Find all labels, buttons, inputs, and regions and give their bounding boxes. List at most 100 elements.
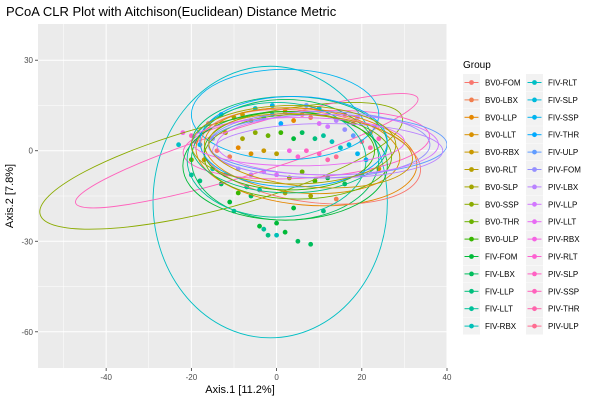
y-tick-label: 0	[29, 147, 34, 156]
data-point	[252, 130, 258, 136]
data-point	[291, 205, 297, 211]
legend-item-label: BV0-RLT	[485, 166, 517, 175]
legend-item-label: FIV-RBX	[485, 322, 517, 331]
legend-key-point	[469, 219, 474, 225]
legend-item-label: BV0-ULP	[485, 235, 518, 244]
legend-key-point	[532, 132, 537, 138]
legend-key-point	[532, 167, 537, 172]
legend-item-label: PIV-RBX	[548, 235, 580, 244]
x-axis-ticks: -40 -20 0 20 40	[100, 368, 452, 382]
confidence-ellipse	[75, 93, 419, 209]
data-point	[333, 154, 339, 160]
x-tick-label: -40	[100, 373, 112, 382]
legend-key-point	[469, 254, 474, 259]
legend-key-point	[469, 114, 474, 120]
legend-key-point	[469, 132, 474, 138]
data-point	[176, 142, 181, 148]
data-point	[274, 151, 279, 157]
y-tick-label: -30	[21, 237, 33, 246]
confidence-ellipse	[190, 105, 397, 185]
data-point	[278, 130, 284, 136]
legend-key-point	[469, 236, 474, 242]
x-tick-label: 0	[274, 373, 279, 382]
confidence-ellipse	[208, 113, 414, 189]
data-point	[291, 136, 297, 142]
data-point	[367, 145, 373, 151]
legend-key-point	[532, 80, 537, 85]
data-point	[261, 148, 267, 154]
legend-item-label: FIV-SSP	[548, 113, 579, 122]
data-point	[269, 103, 275, 108]
legend-item-label: BV0-LLT	[485, 131, 516, 140]
data-point	[299, 169, 305, 175]
data-point	[278, 121, 284, 126]
confidence-ellipse	[152, 65, 388, 339]
data-point	[295, 154, 301, 160]
y-tick-label: 30	[24, 56, 33, 65]
data-point	[235, 190, 241, 196]
y-axis-title: Axis.2 [7.8%]	[4, 164, 16, 228]
legend-key-point	[532, 306, 537, 312]
data-point	[376, 136, 382, 142]
legend-key-point	[469, 323, 474, 329]
legend-key-point	[532, 323, 537, 329]
confidence-ellipse	[203, 111, 376, 191]
legend-item-label: BV0-RBX	[485, 148, 520, 157]
chart-title: PCoA CLR Plot with Aitchison(Euclidean) …	[6, 4, 337, 19]
legend-key-point	[532, 271, 537, 277]
legend-key-point	[469, 149, 474, 155]
legend-item-label: FIV-FOM	[485, 253, 518, 262]
legend-item-label: FIV-LLP	[485, 287, 514, 296]
legend-key-point	[469, 271, 474, 277]
data-point	[265, 133, 271, 139]
legend-item-label: FIV-SLP	[548, 96, 578, 105]
data-point	[299, 130, 305, 136]
legend-item-label: BV0-FOM	[485, 79, 521, 88]
confidence-ellipse	[212, 123, 444, 179]
y-axis-ticks: -60 -30 0 30	[21, 56, 38, 337]
legend-key-point	[532, 149, 537, 155]
y-tick-label: -60	[21, 328, 33, 337]
data-point	[325, 157, 331, 163]
legend-item-label: PIV-LLP	[548, 200, 577, 209]
legend-item-label: PIV-RLT	[548, 253, 578, 262]
data-point	[235, 145, 241, 151]
legend-item-label: BV0-SLP	[485, 183, 518, 192]
legend-item-label: PIV-FOM	[548, 166, 581, 175]
data-point	[338, 145, 343, 151]
data-point	[346, 142, 352, 148]
legend-key-point	[532, 254, 537, 259]
confidence-ellipse	[216, 114, 439, 176]
confidence-ellipse	[186, 102, 367, 218]
legend-item-label: PIV-THR	[548, 305, 580, 314]
ellipses-layer	[39, 65, 447, 339]
data-point	[350, 133, 356, 139]
legend-key-point	[532, 219, 537, 225]
x-tick-label: -20	[186, 373, 198, 382]
legend-key-point	[469, 306, 474, 312]
legend-item-label: PIV-SLP	[548, 270, 578, 279]
confidence-ellipse	[190, 68, 380, 161]
data-point	[240, 136, 245, 142]
data-point	[355, 151, 360, 157]
data-point	[265, 232, 271, 238]
confidence-ellipse	[199, 95, 388, 188]
x-axis-title: Axis.1 [11.2%]	[205, 384, 275, 396]
legend-item-label: FIV-THR	[548, 131, 579, 140]
data-point	[274, 232, 279, 238]
legend-key-point	[469, 184, 474, 190]
legend-item-label: BV0-SSP	[485, 200, 519, 209]
data-point	[197, 178, 203, 184]
legend-key-point	[532, 236, 537, 242]
x-tick-label: 20	[357, 373, 366, 382]
legend-key-point	[532, 114, 537, 120]
data-point	[342, 127, 348, 133]
legend: BV0-FOM BV0-LBX BV0-LLP BV0-LLT BV0-RBX BV0-R…	[463, 74, 581, 335]
legend-item-label: BV0-THR	[485, 218, 519, 227]
legend-item-label: PIV-LBX	[548, 183, 579, 192]
data-point	[248, 151, 254, 157]
legend-key-point	[532, 184, 537, 190]
legend-item-label: FIV-LBX	[485, 270, 515, 279]
data-point	[308, 241, 314, 247]
